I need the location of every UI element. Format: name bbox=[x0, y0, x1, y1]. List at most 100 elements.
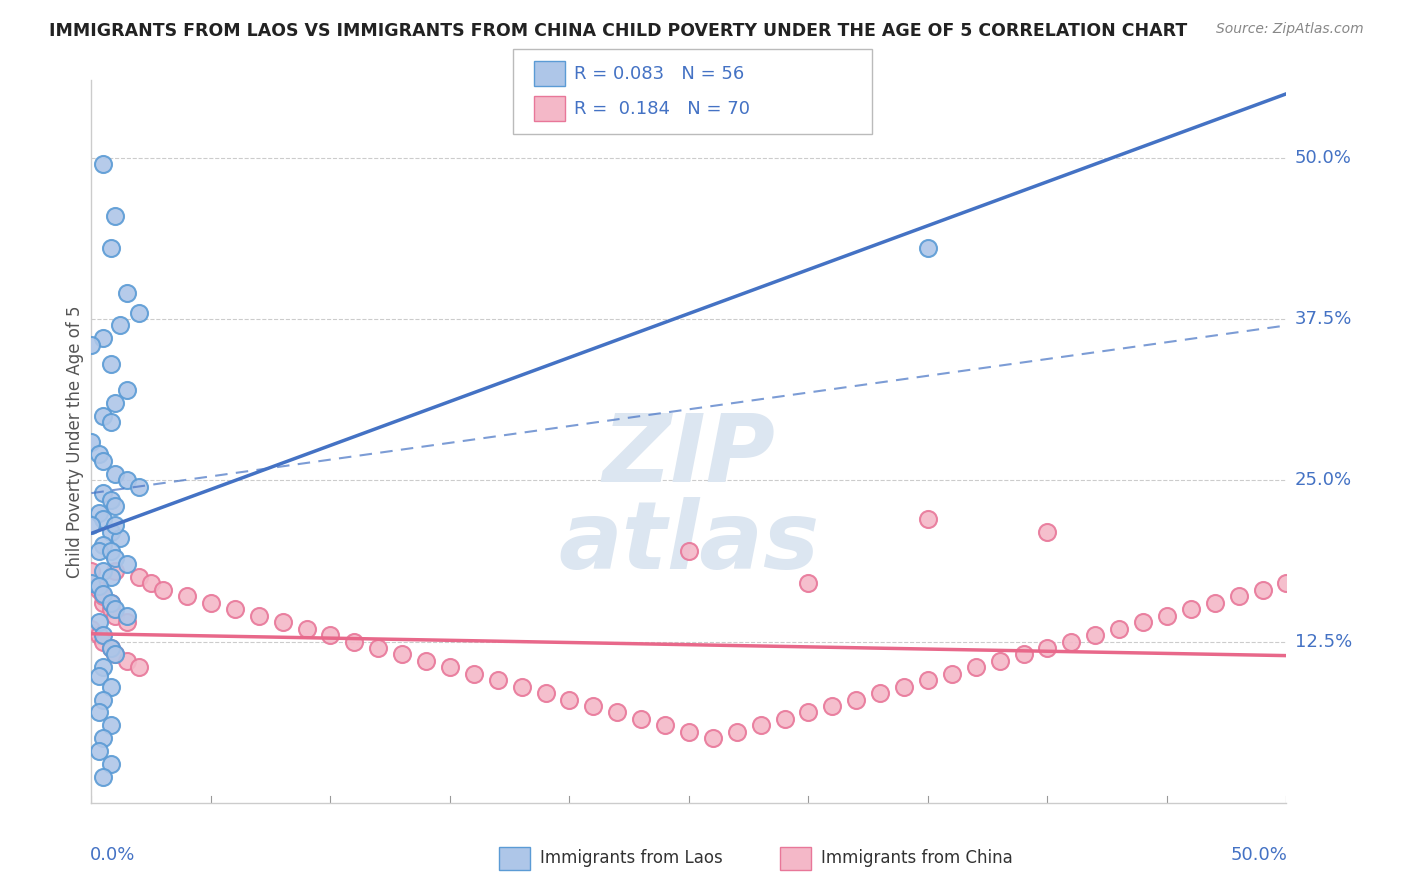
Point bbox=[678, 544, 700, 558]
Point bbox=[439, 660, 461, 674]
Point bbox=[87, 506, 110, 520]
Point bbox=[80, 434, 103, 449]
Point bbox=[100, 570, 122, 584]
Point bbox=[100, 492, 122, 507]
Point bbox=[87, 669, 110, 683]
Point bbox=[247, 608, 270, 623]
Point bbox=[152, 582, 174, 597]
Point bbox=[1036, 640, 1059, 655]
Point bbox=[87, 628, 110, 642]
Point bbox=[988, 654, 1011, 668]
Point bbox=[128, 480, 150, 494]
Point bbox=[104, 602, 127, 616]
Point bbox=[1180, 602, 1202, 616]
Point bbox=[80, 576, 103, 591]
Text: ZIP: ZIP bbox=[603, 410, 775, 502]
Point bbox=[678, 724, 700, 739]
Point bbox=[80, 518, 103, 533]
Point bbox=[797, 576, 820, 591]
Point bbox=[128, 660, 150, 674]
Text: atlas: atlas bbox=[558, 497, 820, 589]
Point bbox=[108, 531, 131, 545]
Point bbox=[749, 718, 772, 732]
Point bbox=[654, 718, 676, 732]
Point bbox=[100, 241, 122, 255]
Point bbox=[917, 512, 939, 526]
Point bbox=[917, 673, 939, 688]
Text: R =  0.184   N = 70: R = 0.184 N = 70 bbox=[574, 100, 749, 118]
Point bbox=[606, 706, 628, 720]
Point bbox=[115, 383, 138, 397]
Point bbox=[463, 666, 485, 681]
Point bbox=[100, 640, 122, 655]
Point bbox=[1275, 576, 1298, 591]
Point bbox=[80, 564, 103, 578]
Point bbox=[93, 157, 114, 171]
Point bbox=[104, 648, 127, 662]
Point bbox=[87, 544, 110, 558]
Point bbox=[702, 731, 724, 746]
Point bbox=[128, 305, 150, 319]
Point bbox=[391, 648, 413, 662]
Point bbox=[100, 602, 122, 616]
Point bbox=[917, 241, 939, 255]
Text: Source: ZipAtlas.com: Source: ZipAtlas.com bbox=[1216, 22, 1364, 37]
Point bbox=[93, 660, 114, 674]
Point bbox=[87, 447, 110, 461]
Point bbox=[128, 570, 150, 584]
Point bbox=[104, 467, 127, 481]
Point bbox=[1012, 648, 1035, 662]
Point bbox=[115, 557, 138, 571]
Point bbox=[845, 692, 868, 706]
Point bbox=[1036, 524, 1059, 539]
Point bbox=[87, 579, 110, 593]
Text: 0.0%: 0.0% bbox=[90, 847, 135, 864]
Point bbox=[93, 486, 114, 500]
Point bbox=[941, 666, 963, 681]
Point bbox=[115, 654, 138, 668]
Y-axis label: Child Poverty Under the Age of 5: Child Poverty Under the Age of 5 bbox=[66, 305, 84, 578]
Point bbox=[80, 622, 103, 636]
Point bbox=[93, 770, 114, 784]
Point bbox=[104, 396, 127, 410]
Point bbox=[534, 686, 557, 700]
Point bbox=[1060, 634, 1083, 648]
Point bbox=[558, 692, 581, 706]
Point bbox=[224, 602, 246, 616]
Point bbox=[93, 634, 114, 648]
Point bbox=[1204, 596, 1226, 610]
Point bbox=[630, 712, 652, 726]
Text: 37.5%: 37.5% bbox=[1295, 310, 1353, 328]
Text: 50.0%: 50.0% bbox=[1295, 149, 1351, 167]
Point bbox=[319, 628, 342, 642]
Point bbox=[100, 596, 122, 610]
Point bbox=[100, 718, 122, 732]
Point bbox=[115, 286, 138, 301]
Text: Immigrants from China: Immigrants from China bbox=[821, 849, 1012, 867]
Point bbox=[93, 590, 114, 604]
Text: 50.0%: 50.0% bbox=[1230, 847, 1288, 864]
Point bbox=[104, 648, 127, 662]
Point bbox=[100, 524, 122, 539]
Point bbox=[510, 680, 533, 694]
Point bbox=[271, 615, 294, 630]
Point bbox=[773, 712, 796, 726]
Point bbox=[93, 731, 114, 746]
Text: Immigrants from Laos: Immigrants from Laos bbox=[540, 849, 723, 867]
Point bbox=[100, 544, 122, 558]
Point bbox=[415, 654, 437, 668]
Point bbox=[87, 744, 110, 758]
Point bbox=[965, 660, 987, 674]
Point bbox=[486, 673, 509, 688]
Point bbox=[343, 634, 366, 648]
Text: R = 0.083   N = 56: R = 0.083 N = 56 bbox=[574, 65, 744, 83]
Point bbox=[104, 518, 127, 533]
Point bbox=[1227, 590, 1250, 604]
Point bbox=[1156, 608, 1178, 623]
Point bbox=[104, 608, 127, 623]
Point bbox=[104, 209, 127, 223]
Point bbox=[104, 564, 127, 578]
Point bbox=[93, 587, 114, 601]
Point bbox=[100, 757, 122, 772]
Point bbox=[582, 699, 605, 714]
